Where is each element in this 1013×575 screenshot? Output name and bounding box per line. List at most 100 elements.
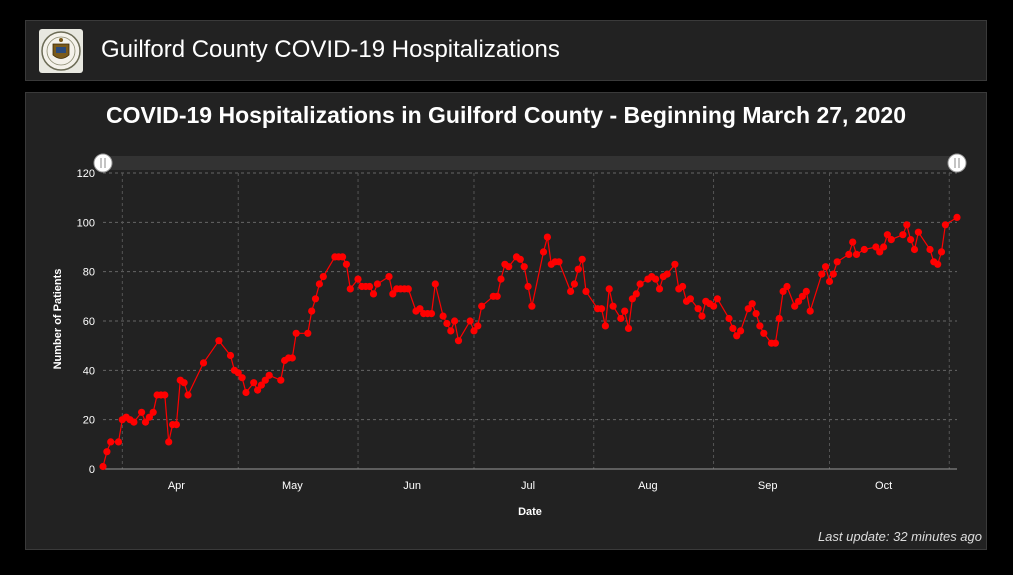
data-point[interactable] bbox=[605, 285, 613, 293]
data-point[interactable] bbox=[138, 408, 146, 416]
data-point[interactable] bbox=[748, 300, 756, 308]
data-point[interactable] bbox=[771, 339, 780, 347]
data-point[interactable] bbox=[130, 418, 138, 426]
data-point[interactable] bbox=[744, 305, 752, 313]
data-point[interactable] bbox=[872, 243, 880, 251]
data-point[interactable] bbox=[99, 462, 107, 471]
data-point[interactable] bbox=[597, 305, 606, 313]
data-point[interactable] bbox=[470, 327, 478, 335]
data-point[interactable] bbox=[250, 379, 258, 387]
data-point[interactable] bbox=[447, 327, 455, 335]
data-point[interactable] bbox=[617, 314, 625, 323]
data-point[interactable] bbox=[366, 282, 374, 291]
data-point[interactable] bbox=[802, 287, 810, 295]
data-point[interactable] bbox=[114, 438, 123, 446]
data-point[interactable] bbox=[439, 312, 447, 320]
data-point[interactable] bbox=[860, 245, 868, 254]
data-point[interactable] bbox=[937, 248, 946, 256]
data-point[interactable] bbox=[713, 295, 722, 303]
data-point[interactable] bbox=[234, 369, 242, 377]
data-point[interactable] bbox=[663, 270, 671, 278]
data-point[interactable] bbox=[427, 310, 436, 318]
data-point[interactable] bbox=[184, 391, 192, 399]
data-point[interactable] bbox=[775, 314, 783, 323]
data-point[interactable] bbox=[567, 287, 575, 295]
data-point[interactable] bbox=[756, 322, 764, 330]
data-point[interactable] bbox=[520, 263, 528, 271]
range-slider-track[interactable] bbox=[103, 156, 957, 170]
data-point[interactable] bbox=[907, 236, 915, 244]
data-point[interactable] bbox=[628, 295, 637, 303]
data-point[interactable] bbox=[652, 275, 660, 283]
data-point[interactable] bbox=[505, 263, 513, 271]
data-point[interactable] bbox=[899, 231, 907, 239]
data-point[interactable] bbox=[783, 282, 791, 291]
data-point[interactable] bbox=[226, 351, 235, 360]
data-point[interactable] bbox=[242, 388, 250, 397]
data-point[interactable] bbox=[910, 245, 919, 254]
data-point[interactable] bbox=[953, 213, 961, 221]
data-point[interactable] bbox=[934, 260, 942, 268]
data-point[interactable] bbox=[474, 322, 482, 330]
data-point[interactable] bbox=[624, 324, 633, 332]
data-point[interactable] bbox=[555, 258, 563, 266]
data-point[interactable] bbox=[729, 324, 737, 332]
data-point[interactable] bbox=[180, 379, 188, 387]
data-point[interactable] bbox=[339, 253, 347, 261]
data-point[interactable] bbox=[404, 285, 412, 293]
data-point[interactable] bbox=[543, 233, 552, 241]
data-point[interactable] bbox=[385, 273, 393, 281]
data-point[interactable] bbox=[791, 302, 799, 310]
data-point[interactable] bbox=[254, 386, 262, 394]
data-point[interactable] bbox=[914, 228, 923, 236]
data-point[interactable] bbox=[238, 374, 246, 382]
data-point[interactable] bbox=[454, 337, 463, 345]
data-point[interactable] bbox=[416, 305, 424, 313]
data-point[interactable] bbox=[941, 221, 950, 229]
data-point[interactable] bbox=[845, 250, 853, 258]
data-point[interactable] bbox=[199, 359, 208, 367]
data-point[interactable] bbox=[570, 280, 579, 288]
data-point[interactable] bbox=[601, 322, 610, 330]
data-point[interactable] bbox=[733, 332, 741, 340]
data-point[interactable] bbox=[443, 319, 451, 328]
data-point[interactable] bbox=[172, 421, 180, 429]
range-handle-left[interactable] bbox=[93, 153, 113, 173]
data-point[interactable] bbox=[165, 438, 173, 446]
data-point[interactable] bbox=[145, 413, 153, 421]
data-point[interactable] bbox=[497, 275, 505, 283]
data-point[interactable] bbox=[431, 280, 439, 288]
data-point[interactable] bbox=[161, 391, 169, 399]
data-point[interactable] bbox=[149, 408, 157, 416]
data-point[interactable] bbox=[311, 295, 320, 303]
data-point[interactable] bbox=[655, 285, 664, 293]
data-point[interactable] bbox=[903, 221, 911, 229]
data-point[interactable] bbox=[883, 231, 892, 239]
data-point[interactable] bbox=[806, 307, 814, 315]
data-point[interactable] bbox=[737, 327, 745, 335]
data-point[interactable] bbox=[528, 302, 536, 310]
data-point[interactable] bbox=[516, 255, 524, 263]
data-point[interactable] bbox=[257, 381, 265, 389]
data-point[interactable] bbox=[574, 265, 582, 273]
data-point[interactable] bbox=[825, 277, 834, 286]
data-point[interactable] bbox=[876, 248, 884, 256]
data-point[interactable] bbox=[451, 317, 459, 325]
data-point[interactable] bbox=[304, 329, 312, 337]
data-point[interactable] bbox=[478, 302, 486, 310]
data-point[interactable] bbox=[288, 354, 296, 362]
data-point[interactable] bbox=[698, 312, 706, 320]
data-point[interactable] bbox=[389, 290, 397, 298]
data-point[interactable] bbox=[524, 282, 532, 291]
data-point[interactable] bbox=[636, 280, 644, 288]
data-point[interactable] bbox=[818, 270, 826, 278]
data-point[interactable] bbox=[354, 275, 362, 283]
data-point[interactable] bbox=[466, 317, 474, 325]
data-point[interactable] bbox=[849, 238, 857, 246]
data-point[interactable] bbox=[319, 273, 327, 281]
data-point[interactable] bbox=[315, 280, 323, 288]
data-point[interactable] bbox=[107, 438, 115, 446]
data-point[interactable] bbox=[578, 255, 586, 263]
data-point[interactable] bbox=[493, 292, 501, 300]
data-point[interactable] bbox=[621, 307, 629, 315]
